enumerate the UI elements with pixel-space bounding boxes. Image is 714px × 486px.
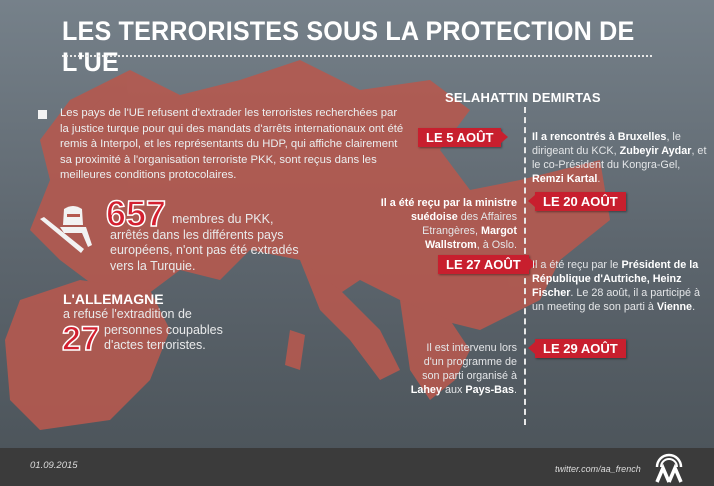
intro-paragraph: Les pays de l'UE refusent d'extrader les… [60, 107, 404, 181]
stat-27-number: 27 [61, 320, 100, 358]
stat-27-line1: personnes coupables [104, 323, 223, 337]
title-divider [62, 55, 652, 57]
event-text-part: Président de la République d'Autriche, H… [532, 259, 699, 299]
germany-text: a refusé l'extradition de [63, 307, 192, 321]
armed-militant-icon [40, 206, 92, 253]
event-text-part: Remzi Kartal [532, 173, 598, 185]
date-badge-29-aout: LE 29 AOÛT [528, 339, 626, 358]
stat-657-line2: arrêtés dans les différents pays europée… [110, 227, 299, 273]
event-text-part: Margot Wallstrom [424, 225, 517, 251]
event-text-part: des Affaires Etrangères, [422, 211, 517, 237]
date-badge-20-aout: LE 20 AOÛT [528, 192, 626, 211]
event-text-part: Zubeyir Aydar [619, 145, 692, 157]
event-20-aout: Il a été reçu par la ministre suédoise d… [377, 196, 517, 252]
timeline-person: SELAHATTIN DEMIRTAS [445, 90, 601, 105]
event-text-part: aux [441, 384, 466, 396]
event-27-aout: Il a été reçu par le Président de la Rép… [532, 258, 702, 314]
stat-657-number: 657 [105, 193, 167, 234]
publish-date: 01.09.2015 [30, 460, 78, 471]
twitter-link[interactable]: twitter.com/aa_french [555, 464, 641, 474]
event-text-part: Lahey [410, 384, 442, 396]
date-badge-27-aout: LE 27 AOÛT [438, 255, 536, 274]
stat-27-line2: d'actes terroristes. [104, 337, 206, 352]
event-text-part: . Le 28 août, il a participé à un meetin… [532, 287, 701, 313]
bullet-square-icon [38, 110, 47, 119]
event-text-part: Il est intervenu lors d'un programme de … [422, 342, 517, 382]
page-title: LES TERRORISTES SOUS LA PROTECTION DE L'… [62, 16, 635, 77]
event-text-part: Il a rencontrés à Bruxelles [532, 131, 667, 143]
aa-logo-icon [655, 453, 683, 483]
event-text-part: . [597, 173, 601, 185]
germany-heading: L'ALLEMAGNE [63, 291, 164, 307]
stat-657-line1: membres du PKK, [172, 212, 274, 226]
date-badge-5-aout: LE 5 AOÛT [418, 128, 509, 147]
stat-27-text: personnes coupables d'actes terroristes. [104, 323, 223, 352]
footer-bar [0, 448, 714, 486]
event-text-part: Il a été reçu par la ministre suédoise [380, 197, 517, 223]
event-text-part: . [514, 384, 517, 396]
event-text-part: , à Oslo. [476, 239, 517, 251]
stat-657-text: membres du PKK, arrêtés dans les différen… [110, 212, 310, 274]
event-29-aout: Il est intervenu lors d'un programme de … [407, 341, 517, 397]
event-5-aout: Il a rencontrés à Bruxelles, le dirigean… [532, 130, 707, 186]
event-text-part: , et le co-Président du Kongra-Gel, [532, 145, 707, 171]
event-text-part: Vienne [656, 301, 693, 313]
event-text-part: Il a été reçu par le [532, 259, 622, 271]
event-text-part: Pays-Bas [465, 384, 514, 396]
event-text-part: , le dirigeant du KCK, [532, 131, 681, 157]
event-text-part: . [692, 301, 696, 313]
